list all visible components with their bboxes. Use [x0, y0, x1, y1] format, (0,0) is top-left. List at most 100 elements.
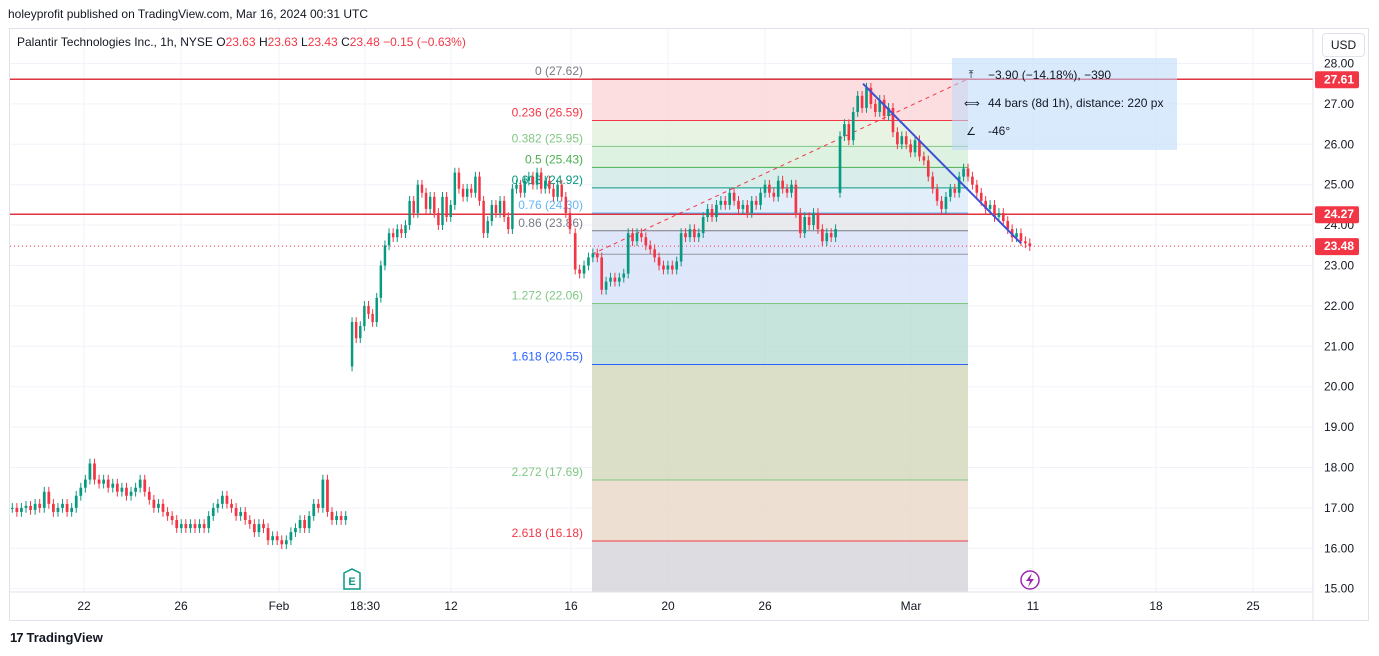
candle-body — [52, 503, 55, 512]
candle-body — [225, 495, 229, 504]
fib-level-label: 0.382 (25.95) — [512, 131, 583, 145]
candle-body — [723, 200, 727, 205]
high-label: H — [258, 35, 268, 49]
price-tick-label: 16.00 — [1324, 541, 1354, 555]
candle-body — [531, 176, 535, 185]
candle-body — [202, 524, 206, 529]
candle-body — [812, 212, 815, 226]
candle-body — [578, 269, 581, 274]
candle-body — [61, 503, 64, 508]
candle-body — [697, 233, 701, 238]
candle-body — [152, 499, 156, 508]
candle-body — [161, 503, 165, 512]
fib-retracement: 0 (27.62) 0.236 (26.59) 0.382 (25.95) 0.5 (… — [512, 64, 968, 592]
candle-body — [904, 136, 908, 145]
candle-body — [498, 200, 502, 213]
fib-zone — [592, 146, 968, 168]
candle-body — [10, 507, 14, 509]
candle-body — [1001, 212, 1005, 222]
candle-body — [474, 176, 477, 193]
candle-body — [502, 200, 506, 218]
candle-body — [988, 204, 992, 209]
candle-body — [648, 245, 652, 250]
candle-body — [856, 95, 859, 112]
candle-body — [798, 212, 802, 234]
fib-zone — [592, 167, 968, 188]
candle-body — [882, 99, 886, 117]
candle-body — [626, 233, 630, 274]
candle-body — [252, 524, 256, 533]
candle-body — [507, 217, 510, 230]
candle-body — [457, 172, 461, 189]
candle-body — [909, 144, 912, 153]
candle-body — [111, 483, 115, 488]
candle-body — [445, 196, 448, 218]
candle-body — [618, 277, 621, 282]
candle-body — [511, 188, 514, 230]
candle-body — [997, 212, 1001, 218]
candle-body — [354, 322, 358, 339]
candle-body — [33, 503, 37, 510]
candle-body — [207, 515, 211, 529]
price-tick-label: 17.00 — [1324, 501, 1354, 515]
candle-body — [363, 305, 366, 327]
candle-body — [670, 265, 674, 270]
candle-body — [807, 217, 811, 226]
fib-level-label: 0.236 (26.59) — [512, 105, 583, 119]
measure-price-change: −3.90 (−14.18%), −390 — [988, 68, 1112, 82]
currency-button[interactable]: USD — [1322, 33, 1365, 57]
candle-body — [935, 188, 939, 201]
candle-body — [166, 511, 169, 516]
candle-body — [604, 281, 608, 290]
candle-body — [1024, 241, 1027, 244]
candle-body — [15, 507, 19, 512]
candle-body — [211, 507, 215, 516]
candle-body — [470, 188, 473, 193]
low-value: 23.43 — [307, 35, 338, 49]
candle-body — [193, 524, 197, 529]
candle-body — [794, 184, 798, 213]
candle-body — [878, 99, 882, 112]
price-tick-label: 15.00 — [1324, 582, 1354, 596]
price-tick-label: 28.00 — [1324, 57, 1354, 71]
candle-body — [298, 520, 302, 529]
candle-body — [79, 487, 83, 496]
candle-body — [175, 520, 179, 529]
candle-body — [640, 233, 643, 238]
candle-body — [289, 532, 293, 541]
price-tick-label: 26.00 — [1324, 137, 1354, 151]
candle-body — [83, 479, 87, 488]
candle-body — [754, 200, 758, 205]
candle-body — [728, 192, 732, 205]
candle-body — [379, 265, 383, 298]
candle-body — [400, 229, 403, 234]
candle-body — [657, 257, 661, 266]
candle-body — [433, 196, 436, 213]
price-tick-label: 20.00 — [1324, 380, 1354, 394]
candle-body — [785, 188, 789, 193]
trend-line — [862, 82, 1022, 244]
candle-body — [221, 495, 224, 504]
close-label: C — [341, 35, 350, 49]
price-label-badge — [1315, 206, 1359, 224]
fib-level-label: 0.618 (24.92) — [512, 173, 583, 187]
candle-body — [781, 180, 784, 189]
candle-body — [344, 515, 348, 521]
price-label-text: 23.48 — [1324, 239, 1354, 253]
candle-body — [746, 204, 749, 213]
candle-body — [560, 184, 563, 197]
candle-body — [42, 491, 46, 508]
candle-body — [189, 524, 192, 529]
candle-body — [523, 180, 526, 193]
fib-zone — [592, 212, 968, 231]
price-label-badge — [1315, 238, 1359, 256]
candle-body — [966, 168, 970, 177]
candle-body — [147, 491, 151, 500]
time-tick-label: 26 — [174, 599, 188, 613]
earnings-marker-icon: E — [343, 568, 361, 590]
candle-body — [568, 212, 572, 230]
candle-body — [179, 524, 183, 529]
candle-body — [701, 217, 705, 234]
candle-body — [316, 503, 320, 508]
